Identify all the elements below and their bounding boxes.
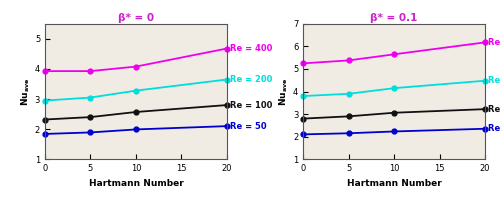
Text: Re = 400: Re = 400 bbox=[488, 38, 500, 47]
Text: Re = 400: Re = 400 bbox=[230, 44, 272, 53]
Text: Re = 100: Re = 100 bbox=[230, 100, 272, 110]
X-axis label: Hartmann Number: Hartmann Number bbox=[88, 179, 184, 188]
Text: Re = 200: Re = 200 bbox=[230, 75, 272, 84]
Y-axis label: Nu$_\mathregular{ave}$: Nu$_\mathregular{ave}$ bbox=[278, 77, 290, 106]
Title: β* = 0: β* = 0 bbox=[118, 13, 154, 23]
X-axis label: Hartmann Number: Hartmann Number bbox=[346, 179, 442, 188]
Y-axis label: Nu$_\mathregular{ave}$: Nu$_\mathregular{ave}$ bbox=[20, 77, 32, 106]
Text: Re = 50: Re = 50 bbox=[230, 122, 266, 131]
Text: Re = 50: Re = 50 bbox=[488, 124, 500, 133]
Text: Re = 200: Re = 200 bbox=[488, 76, 500, 85]
Text: Re = 100: Re = 100 bbox=[488, 105, 500, 114]
Title: β* = 0.1: β* = 0.1 bbox=[370, 13, 418, 23]
